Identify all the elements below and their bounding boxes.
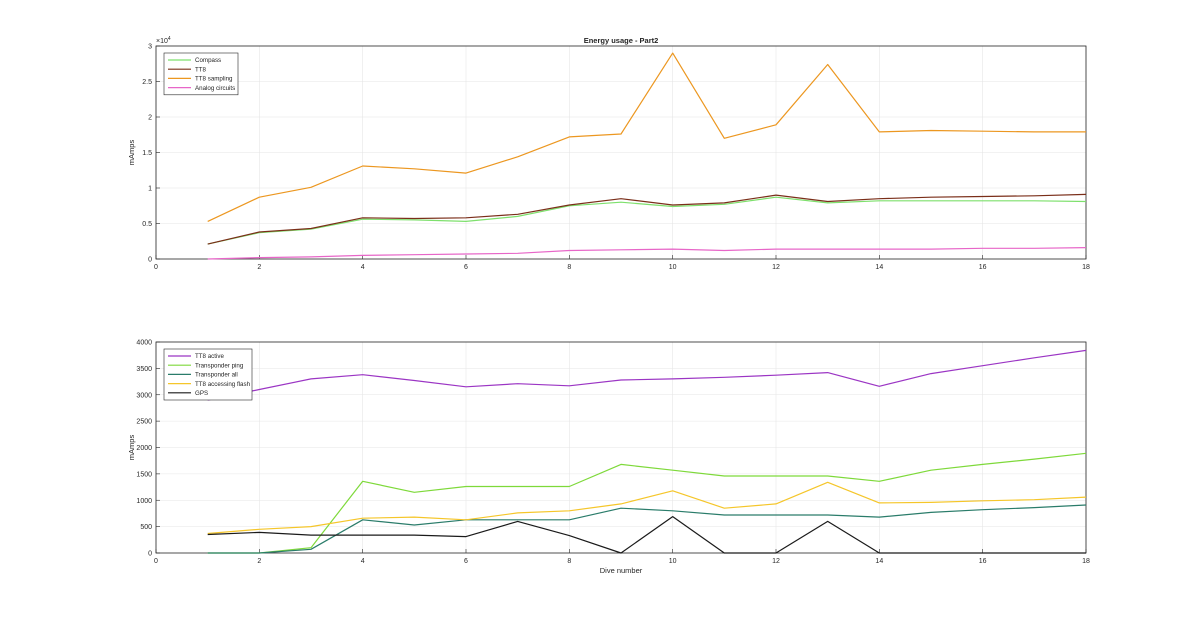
legend-label: Transponder ping xyxy=(195,362,244,369)
x-tick-label: 2 xyxy=(257,264,261,271)
series-line-transponder-all xyxy=(207,504,1087,554)
x-tick-label: 12 xyxy=(772,558,780,565)
legend-label: TT8 xyxy=(195,66,207,73)
x-tick-label: 16 xyxy=(979,558,987,565)
series-line-gps xyxy=(207,515,1086,554)
y-tick-label: 1 xyxy=(148,186,152,193)
x-tick-label: 16 xyxy=(979,264,987,271)
y-tick-label: 1500 xyxy=(136,471,152,478)
y-exponent-label: ×104 xyxy=(156,36,171,45)
legend-label: TT8 active xyxy=(195,353,224,360)
series-line-tt8-active xyxy=(207,349,1087,401)
legend-label: TT8 sampling xyxy=(195,76,233,83)
x-axis-label: Dive number xyxy=(600,566,643,575)
x-tick-label: 2 xyxy=(257,558,261,565)
y-tick-label: 1.5 xyxy=(142,150,152,157)
chart-1: 0 2 4 6 8 10 12 14 16 18 0 0.5 1 1.5 2 2.5 3 ×104 Energy u… xyxy=(127,36,1090,271)
series-line-compass xyxy=(207,196,1087,245)
y-tick-label: 0 xyxy=(148,257,152,264)
legend: TT8 active Transponder ping Transponder al… xyxy=(163,348,253,401)
x-tick-label: 6 xyxy=(464,558,468,565)
legend-label: GPS xyxy=(195,390,208,397)
chart-2: 0 2 4 6 8 10 12 14 16 18 0 500 1000 1500 2000 2500 3000 3… xyxy=(127,340,1090,576)
series-line-tt8 xyxy=(207,193,1087,245)
y-tick-label: 4000 xyxy=(136,340,152,347)
x-tick-label: 8 xyxy=(567,558,571,565)
x-tick-label: 14 xyxy=(875,264,883,271)
legend-label: TT8 accessing flash xyxy=(195,381,251,388)
x-tick-label: 18 xyxy=(1082,558,1090,565)
x-tick-label: 6 xyxy=(464,264,468,271)
x-tick-label: 10 xyxy=(669,558,677,565)
x-tick-label: 18 xyxy=(1082,264,1090,271)
y-tick-label: 3500 xyxy=(136,366,152,373)
chart-title: Energy usage - Part2 xyxy=(584,36,659,45)
y-tick-label: 2 xyxy=(148,115,152,122)
legend: Compass TT8 TT8 sampling Analog circuits xyxy=(163,52,239,96)
series-line-tt8-accessing-flash xyxy=(207,481,1087,535)
y-tick-label: 3 xyxy=(148,44,152,51)
legend-label: Analog circuits xyxy=(195,85,235,92)
y-tick-label: 3000 xyxy=(136,392,152,399)
y-tick-label: 0.5 xyxy=(142,221,152,228)
x-tick-label: 0 xyxy=(154,558,158,565)
series-line-tt8-sampling xyxy=(207,52,1086,222)
y-axis-label: mAmps xyxy=(127,435,136,461)
x-tick-label: 10 xyxy=(669,264,677,271)
axes-frame xyxy=(155,45,1087,260)
y-tick-label: 2000 xyxy=(136,445,152,452)
x-tick-label: 14 xyxy=(875,558,883,565)
y-tick-label: 2.5 xyxy=(142,79,152,86)
series-line-transponder-ping xyxy=(207,452,1087,554)
x-tick-label: 0 xyxy=(154,264,158,271)
y-tick-label: 2500 xyxy=(136,419,152,426)
x-tick-label: 4 xyxy=(361,558,365,565)
x-tick-label: 12 xyxy=(772,264,780,271)
legend-label: Compass xyxy=(195,57,221,64)
series-line-analog-circuits xyxy=(207,247,1087,260)
y-axis-label: mAmps xyxy=(127,140,136,166)
y-tick-label: 1000 xyxy=(136,498,152,505)
x-tick-label: 8 xyxy=(567,264,571,271)
y-tick-label: 500 xyxy=(140,524,152,531)
x-tick-label: 4 xyxy=(361,264,365,271)
legend-label: Transponder all xyxy=(195,372,238,379)
y-tick-label: 0 xyxy=(148,551,152,558)
